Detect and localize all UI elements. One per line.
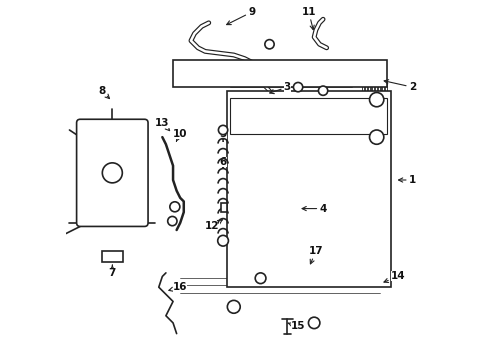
Text: 10: 10 (173, 129, 187, 141)
Text: 6: 6 (219, 157, 226, 168)
Circle shape (264, 40, 274, 49)
Text: 3: 3 (269, 82, 290, 94)
Text: 15: 15 (287, 321, 305, 332)
Circle shape (369, 130, 383, 144)
Bar (102, 251, 123, 262)
Circle shape (308, 317, 319, 329)
Circle shape (255, 273, 265, 284)
Text: 14: 14 (383, 271, 405, 283)
Bar (226, 91, 390, 287)
Text: 7: 7 (108, 265, 116, 278)
Text: 13: 13 (155, 118, 169, 131)
Circle shape (218, 125, 227, 135)
Text: 16: 16 (168, 282, 187, 292)
Circle shape (369, 93, 383, 107)
Circle shape (167, 216, 177, 226)
Text: 12: 12 (204, 220, 222, 231)
Text: 17: 17 (308, 247, 323, 264)
Circle shape (169, 202, 180, 212)
Circle shape (227, 300, 240, 313)
Text: 11: 11 (301, 7, 315, 30)
Bar (221, 203, 226, 212)
Text: 4: 4 (302, 203, 326, 213)
Circle shape (102, 163, 122, 183)
FancyBboxPatch shape (77, 119, 148, 226)
Text: 2: 2 (384, 80, 415, 92)
Text: 5: 5 (219, 129, 226, 141)
Circle shape (293, 82, 302, 92)
Text: 1: 1 (398, 175, 415, 185)
Circle shape (217, 235, 228, 246)
Circle shape (318, 86, 327, 95)
Text: 9: 9 (226, 7, 255, 24)
Bar (230, 98, 386, 134)
Bar (173, 60, 386, 87)
Text: 8: 8 (98, 86, 109, 99)
